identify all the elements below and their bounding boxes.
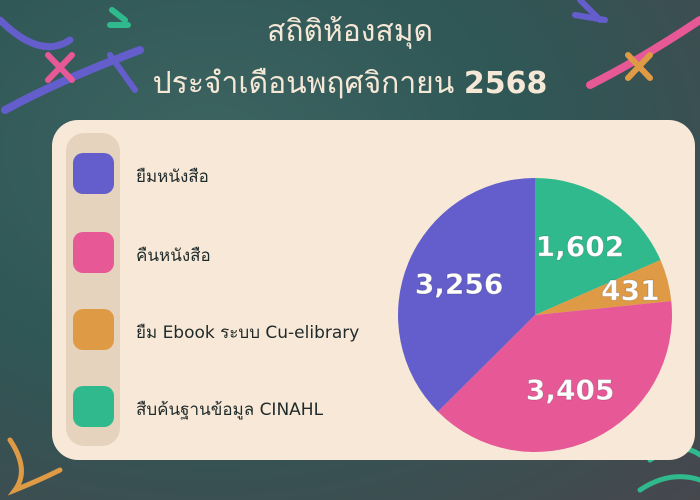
title-month: ประจำเดือนพฤศจิกายน [152, 66, 455, 101]
legend-swatch-cinahl [73, 386, 114, 427]
pie-slice-2 [437, 301, 672, 453]
title-line-2: ประจำเดือนพฤศจิกายน 2568 [0, 60, 700, 107]
legend-label-borrow: ยืมหนังสือ [136, 167, 209, 187]
pie-data-label-3: 3,256 [415, 267, 504, 300]
legend-swatch-return [73, 232, 114, 273]
legend-swatch-borrow [73, 153, 114, 194]
pie-data-label-2: 3,405 [526, 373, 615, 406]
legend-label-ebook: ยืม Ebook ระบบ Cu-elibrary [136, 323, 360, 343]
legend-label-return: คืนหนังสือ [136, 246, 211, 266]
pie-slice-0 [535, 178, 661, 315]
pie-data-label-0: 1,602 [536, 230, 625, 263]
title-year: 2568 [463, 66, 548, 101]
pie-slice-3 [397, 178, 535, 412]
pie-slice-1 [535, 260, 672, 315]
legend-label-cinahl: สืบค้นฐานข้อมูล CINAHL [136, 400, 324, 420]
title-line-1: สถิติห้องสมุด [267, 14, 433, 49]
legend-swatch-ebook [73, 309, 114, 350]
pie-data-label-1: 431 [601, 274, 659, 307]
